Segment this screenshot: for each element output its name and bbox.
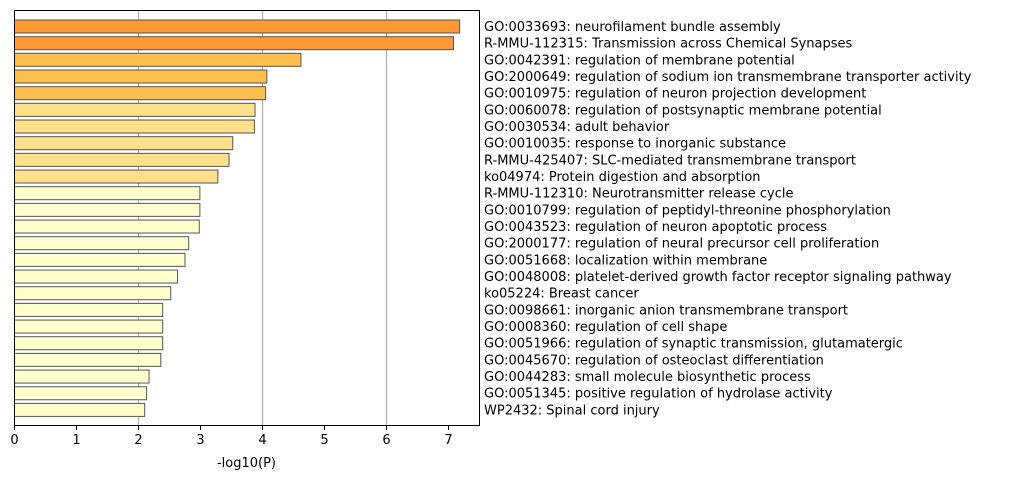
bar	[14, 169, 219, 184]
category-label: GO:0048008: platelet-derived growth fact…	[484, 270, 952, 285]
category-label: GO:0060078: regulation of postsynaptic m…	[484, 103, 882, 118]
category-label: GO:0010975: regulation of neuron project…	[484, 87, 866, 102]
x-tick-label: 0	[10, 433, 18, 448]
category-label: R-MMU-112315: Transmission across Chemic…	[484, 37, 853, 52]
bar	[14, 52, 302, 67]
category-label: GO:0051668: localization within membrane	[484, 253, 767, 268]
bar	[14, 119, 255, 134]
category-label: GO:2000649: regulation of sodium ion tra…	[484, 70, 972, 85]
bar	[14, 352, 162, 367]
bar	[14, 236, 190, 251]
plot-frame	[14, 10, 480, 426]
x-axis-title: -log10(P)	[217, 456, 276, 471]
category-labels: GO:0033693: neurofilament bundle assembl…	[484, 20, 972, 418]
bar	[14, 219, 200, 234]
category-label: GO:0044283: small molecule biosynthetic …	[484, 370, 811, 385]
x-tick-label: 4	[258, 433, 266, 448]
bar	[14, 302, 164, 317]
category-label: GO:0030534: adult behavior	[484, 120, 670, 135]
category-label: GO:0051966: regulation of synaptic trans…	[484, 337, 903, 352]
category-label: ko04974: Protein digestion and absorptio…	[484, 170, 761, 185]
category-label: GO:0008360: regulation of cell shape	[484, 320, 727, 335]
bar	[14, 402, 146, 417]
category-label: WP2432: Spinal cord injury	[484, 403, 660, 418]
x-tick-label: 6	[382, 433, 390, 448]
x-tick-label: 2	[134, 433, 142, 448]
bar	[14, 186, 201, 201]
category-label: GO:0010035: response to inorganic substa…	[484, 137, 786, 152]
bar	[14, 136, 234, 151]
x-tick-label: 5	[320, 433, 328, 448]
category-label: GO:0033693: neurofilament bundle assembl…	[484, 20, 781, 35]
bar	[14, 336, 164, 351]
category-label: GO:0045670: regulation of osteoclast dif…	[484, 353, 824, 368]
category-label: ko05224: Breast cancer	[484, 287, 639, 302]
bar	[14, 69, 268, 84]
category-label: GO:2000177: regulation of neural precurs…	[484, 237, 879, 252]
bar	[14, 252, 186, 267]
bar	[14, 36, 454, 51]
category-label: R-MMU-425407: SLC-mediated transmembrane…	[484, 153, 856, 168]
bar	[14, 269, 179, 284]
bar	[14, 386, 148, 401]
x-tick-label: 7	[444, 433, 452, 448]
category-label: R-MMU-112310: Neurotransmitter release c…	[484, 187, 793, 202]
category-label: GO:0043523: regulation of neuron apoptot…	[484, 220, 827, 235]
bar	[14, 202, 201, 217]
bar	[14, 319, 164, 334]
bar	[14, 152, 230, 167]
bar	[14, 286, 172, 301]
x-tick-label: 1	[72, 433, 80, 448]
category-label: GO:0051345: positive regulation of hydro…	[484, 387, 833, 402]
bar	[14, 102, 256, 117]
bars	[14, 19, 461, 417]
bar	[14, 369, 150, 384]
x-axis-ticks: 0 1 2 3 4 5 6 7	[10, 425, 453, 448]
x-tick-label: 3	[196, 433, 204, 448]
bar	[14, 86, 267, 101]
bar	[14, 19, 461, 34]
category-label: GO:0042391: regulation of membrane poten…	[484, 53, 795, 68]
category-label: GO:0010799: regulation of peptidyl-threo…	[484, 203, 891, 218]
category-label: GO:0098661: inorganic anion transmembran…	[484, 303, 848, 318]
